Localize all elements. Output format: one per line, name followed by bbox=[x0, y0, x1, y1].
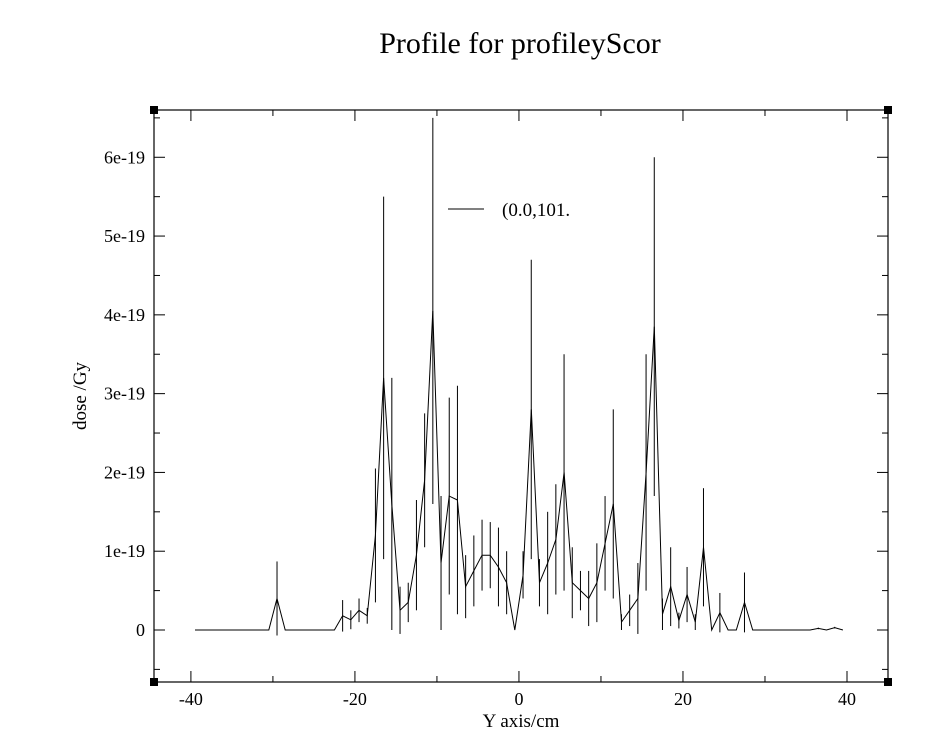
chart-title: Profile for profileyScor bbox=[379, 27, 661, 60]
y-tick-label: 1e-19 bbox=[104, 541, 145, 561]
x-tick-label: 20 bbox=[674, 689, 692, 709]
y-tick-label: 5e-19 bbox=[104, 226, 145, 246]
x-tick-label: 40 bbox=[838, 689, 856, 709]
axis-ticks: -40 -20 0 20 40 0 1e-19 2e-19 3e-19 4e-19 5e-19 6e-… bbox=[104, 110, 888, 709]
frame-handle-top-left[interactable] bbox=[150, 106, 158, 114]
x-tick-label: -20 bbox=[343, 689, 367, 709]
frame-handle-top-right[interactable] bbox=[884, 106, 892, 114]
x-axis-label: Y axis/cm bbox=[483, 711, 560, 732]
y-axis-label: dose /Gy bbox=[70, 361, 91, 430]
series-line bbox=[195, 310, 844, 632]
x-tick-label: -40 bbox=[179, 689, 203, 709]
legend-label: (0.0,101. bbox=[502, 200, 570, 221]
frame-handle-bottom-left[interactable] bbox=[150, 678, 158, 686]
x-tick-label: 0 bbox=[514, 689, 523, 709]
frame-handle-bottom-right[interactable] bbox=[884, 678, 892, 686]
y-tick-label: 4e-19 bbox=[104, 305, 145, 325]
y-tick-label: 6e-19 bbox=[104, 147, 145, 167]
legend: (0.0,101. bbox=[448, 200, 570, 221]
y-tick-label: 2e-19 bbox=[104, 462, 145, 482]
y-tick-label: 0 bbox=[136, 620, 145, 640]
error-bars bbox=[276, 117, 836, 636]
plot-frame bbox=[153, 109, 889, 683]
y-tick-label: 3e-19 bbox=[104, 384, 145, 404]
